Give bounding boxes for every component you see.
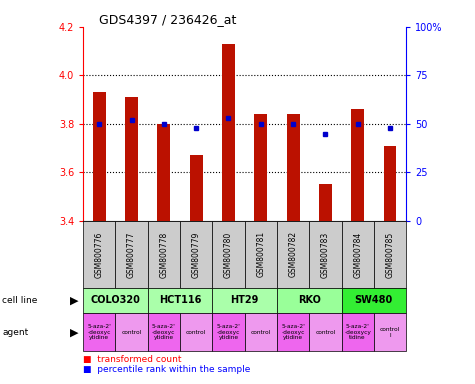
Bar	[286, 114, 300, 221]
Text: HCT116: HCT116	[159, 295, 201, 306]
Text: control: control	[251, 329, 271, 335]
Bar	[190, 156, 203, 221]
Text: GSM800780: GSM800780	[224, 231, 233, 278]
Text: HT29: HT29	[230, 295, 259, 306]
Text: SW480: SW480	[355, 295, 393, 306]
Text: GSM800785: GSM800785	[386, 231, 394, 278]
Text: control
l: control l	[380, 327, 400, 338]
Text: GSM800779: GSM800779	[192, 231, 200, 278]
Text: control: control	[122, 329, 142, 335]
Bar	[319, 184, 332, 221]
Text: GSM800778: GSM800778	[160, 231, 168, 278]
Text: GSM800776: GSM800776	[95, 231, 104, 278]
Text: ▶: ▶	[70, 295, 78, 306]
Bar	[383, 146, 397, 221]
Text: control: control	[315, 329, 335, 335]
Text: cell line: cell line	[2, 296, 38, 305]
Text: ■  percentile rank within the sample: ■ percentile rank within the sample	[83, 365, 250, 374]
Text: agent: agent	[2, 328, 28, 337]
Text: GDS4397 / 236426_at: GDS4397 / 236426_at	[99, 13, 237, 26]
Text: GSM800784: GSM800784	[353, 231, 362, 278]
Text: GSM800777: GSM800777	[127, 231, 136, 278]
Bar	[222, 44, 235, 221]
Bar	[125, 97, 138, 221]
Text: 5-aza-2'
-deoxyc
ytidine: 5-aza-2' -deoxyc ytidine	[87, 324, 111, 341]
Text: 5-aza-2'
-deoxyc
ytidine: 5-aza-2' -deoxyc ytidine	[152, 324, 176, 341]
Text: COLO320: COLO320	[90, 295, 141, 306]
Text: 5-aza-2'
-deoxycy
tidine: 5-aza-2' -deoxycy tidine	[344, 324, 371, 341]
Text: GSM800781: GSM800781	[256, 231, 265, 278]
Bar	[93, 92, 106, 221]
Bar	[351, 109, 364, 221]
Text: ■  transformed count: ■ transformed count	[83, 355, 181, 364]
Text: control: control	[186, 329, 206, 335]
Text: ▶: ▶	[70, 327, 78, 337]
Text: 5-aza-2'
-deoxyc
ytidine: 5-aza-2' -deoxyc ytidine	[281, 324, 305, 341]
Text: RKO: RKO	[298, 295, 321, 306]
Bar	[254, 114, 267, 221]
Text: GSM800782: GSM800782	[289, 231, 297, 278]
Text: GSM800783: GSM800783	[321, 231, 330, 278]
Text: 5-aza-2'
-deoxyc
ytidine: 5-aza-2' -deoxyc ytidine	[217, 324, 240, 341]
Bar	[157, 124, 171, 221]
